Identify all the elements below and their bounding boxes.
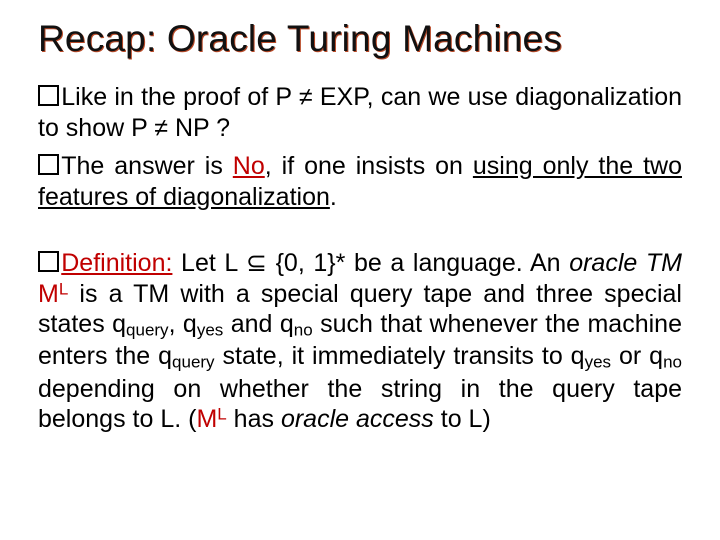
bullet-1: Like in the proof of P ≠ EXP, can we use… — [38, 82, 682, 143]
text-run: and q — [223, 310, 293, 338]
text-run: L — [217, 405, 226, 424]
spacer — [38, 220, 682, 248]
bullet-1-text: Like in the proof of P ≠ EXP, can we use… — [38, 83, 682, 142]
square-bullet-icon — [38, 85, 59, 106]
text-run: No — [233, 152, 265, 180]
text-run: M — [38, 280, 59, 308]
text-run: yes — [585, 353, 611, 372]
slide-title: Recap: Oracle Turing Machines — [38, 18, 682, 60]
square-bullet-icon — [38, 154, 59, 175]
text-run: oracle TM — [569, 249, 682, 277]
text-run: oracle access — [281, 405, 434, 433]
text-run: , if one insists on — [265, 152, 473, 180]
text-run: Let L ⊆ {0, 1}* be a language. An — [172, 249, 569, 277]
text-run: . — [330, 183, 337, 211]
bullet-2: The answer is No, if one insists on usin… — [38, 151, 682, 212]
text-run: query — [172, 353, 215, 372]
definition-label: Definition: — [61, 249, 172, 277]
slide: Recap: Oracle Turing Machines Like in th… — [0, 0, 720, 540]
square-bullet-icon — [38, 251, 59, 272]
text-run: Like in the proof of P ≠ EXP, can we use… — [38, 83, 682, 142]
text-run: no — [294, 321, 313, 340]
text-run: no — [663, 353, 682, 372]
text-run: yes — [197, 321, 223, 340]
text-run: or q — [611, 342, 663, 370]
text-run: state, it immediately transits to q — [215, 342, 585, 370]
text-run: query — [126, 321, 169, 340]
definition-para: Definition: Let L ⊆ {0, 1}* be a languag… — [38, 248, 682, 435]
text-run: M — [196, 405, 217, 433]
text-run: The answer is — [61, 152, 233, 180]
bullet-2-text: The answer is No, if one insists on usin… — [38, 152, 682, 211]
text-run: , q — [169, 310, 197, 338]
text-run: has — [227, 405, 281, 433]
text-run: to L) — [434, 405, 491, 433]
text-run: L — [59, 279, 68, 298]
